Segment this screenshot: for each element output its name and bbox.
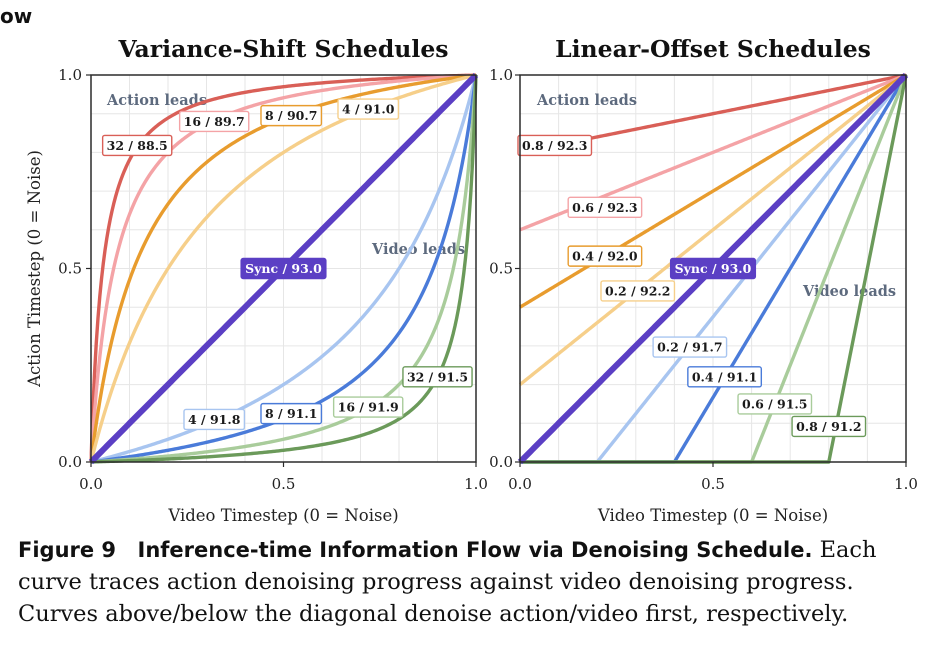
y-tick-label: 0.0 <box>58 453 82 471</box>
series-line-green <box>90 74 478 464</box>
x-tick-label: 0.0 <box>79 475 103 493</box>
x-axis-label: Video Timestep (0 = Noise) <box>167 506 398 525</box>
data-label-box <box>517 134 593 157</box>
data-label: 0.4 / 91.1 <box>687 366 763 388</box>
data-label-text: 4 / 91.0 <box>342 102 395 117</box>
x-tick-label: 1.0 <box>894 475 918 493</box>
data-label-box <box>669 257 757 280</box>
chart-panel-1: Action leads Video leads 32 / 88.5 16 / 89.… <box>25 35 488 525</box>
data-label-text: 16 / 89.7 <box>184 114 245 129</box>
data-label-text: 0.8 / 91.2 <box>796 419 861 434</box>
series-line-peach <box>89 73 477 463</box>
caption-label: Figure 9 <box>18 538 117 562</box>
data-label: 4 / 91.8 <box>183 408 246 431</box>
data-label-box <box>402 366 473 388</box>
figure-caption: Figure 9 Inference-time Information Flow… <box>18 534 938 630</box>
data-label: 16 / 91.9 <box>332 396 404 418</box>
data-label: 32 / 91.5 <box>402 366 473 388</box>
series-line-pink <box>89 73 477 463</box>
data-label: 0.2 / 92.2 <box>600 280 676 302</box>
data-label-box <box>332 396 404 418</box>
caption-title: Inference-time Information Flow via Deno… <box>137 538 813 562</box>
data-label-text: 0.4 / 91.1 <box>692 369 757 384</box>
data-label-text: 8 / 91.1 <box>265 406 317 421</box>
y-tick-label: 1.0 <box>489 66 513 84</box>
data-label: Sync / 93.0 <box>669 257 757 280</box>
data-label-text: 0.6 / 92.3 <box>572 200 637 215</box>
data-label: 0.8 / 91.2 <box>791 415 867 438</box>
y-tick-label: 0.5 <box>58 260 82 278</box>
y-tick-label: 1.0 <box>58 66 82 84</box>
x-axis-label: Video Timestep (0 = Noise) <box>597 506 828 525</box>
data-label-box <box>737 393 813 415</box>
data-label-text: 32 / 91.5 <box>407 369 468 384</box>
figure-canvas: Action leads Video leads 32 / 88.5 16 / 89.… <box>25 35 918 525</box>
x-tick-label: 1.0 <box>464 475 488 493</box>
annotation-action-leads: Action leads <box>536 92 637 109</box>
data-label: 0.6 / 91.5 <box>737 393 813 415</box>
chart-title: Variance-Shift Schedules <box>117 35 448 63</box>
data-label-box <box>567 196 643 219</box>
y-tick-label: 0.5 <box>489 260 513 278</box>
data-label-text: Sync / 93.0 <box>245 261 322 276</box>
series-line-orange <box>519 73 907 309</box>
data-label: 8 / 90.7 <box>260 104 323 127</box>
data-label: 8 / 91.1 <box>260 402 323 425</box>
data-label-text: 0.8 / 92.3 <box>522 138 587 153</box>
data-label: 0.2 / 91.7 <box>652 336 728 358</box>
data-label-box <box>260 104 323 127</box>
data-label-text: 32 / 88.5 <box>107 138 168 153</box>
data-label-text: 0.6 / 91.5 <box>742 396 807 411</box>
data-label-text: 0.2 / 91.7 <box>657 340 722 355</box>
data-label-box <box>260 402 323 425</box>
data-label-box <box>652 336 728 358</box>
data-label-text: 0.2 / 92.2 <box>605 283 670 298</box>
data-label-box <box>183 408 246 431</box>
data-label: 0.6 / 92.3 <box>567 196 643 219</box>
data-label-box <box>791 415 867 438</box>
data-label-text: 16 / 91.9 <box>338 400 399 415</box>
data-label: 4 / 91.0 <box>337 98 400 120</box>
data-label-box <box>567 245 643 267</box>
series-line-lightblue <box>90 74 478 464</box>
chart-panel-2: Action leads Video leads 0.8 / 92.3 0.6 / 9… <box>508 35 918 525</box>
data-label: 0.8 / 92.3 <box>517 134 593 157</box>
annotation-video-leads: Video leads <box>802 283 896 300</box>
clipped-heading-fragment: ow <box>0 4 33 28</box>
data-label: Sync / 93.0 <box>240 257 327 280</box>
x-tick-label: 0.5 <box>272 475 296 493</box>
data-label-text: 8 / 90.7 <box>265 108 317 123</box>
annotation-action-leads: Action leads <box>106 92 207 109</box>
data-label-box <box>337 98 400 120</box>
data-label: 32 / 88.5 <box>101 134 173 157</box>
y-axis-label: Action Timestep (0 = Noise) <box>25 150 44 388</box>
annotation-video-leads: Video leads <box>371 241 465 258</box>
y-tick-label: 0.0 <box>489 453 513 471</box>
data-label-box <box>178 110 250 133</box>
data-label-box <box>687 366 763 388</box>
data-label: 16 / 89.7 <box>178 110 250 133</box>
x-tick-label: 0.5 <box>701 475 725 493</box>
series-line-peach <box>518 73 908 386</box>
data-label-box <box>600 280 676 302</box>
data-label: 0.4 / 92.0 <box>567 245 643 267</box>
data-label-text: 4 / 91.8 <box>188 412 241 427</box>
x-tick-label: 0.0 <box>508 475 532 493</box>
chart-title: Linear-Offset Schedules <box>555 35 871 63</box>
data-label-box <box>101 134 173 157</box>
series-line-red <box>89 73 477 463</box>
data-label-text: Sync / 93.0 <box>675 261 752 276</box>
data-label-text: 0.4 / 92.0 <box>572 249 638 264</box>
caption-text: Each curve traces action denoising progr… <box>18 537 877 627</box>
data-label-box <box>240 257 327 280</box>
